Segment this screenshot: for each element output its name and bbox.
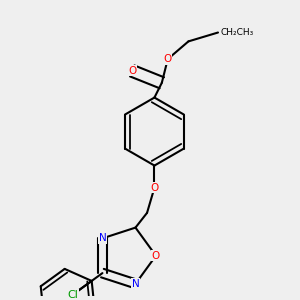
Text: Cl: Cl — [67, 290, 78, 300]
Text: N: N — [132, 279, 140, 289]
Text: CH₂CH₃: CH₂CH₃ — [221, 28, 254, 37]
Text: O: O — [150, 183, 159, 193]
Text: O: O — [128, 66, 136, 76]
Text: O: O — [152, 251, 160, 261]
Text: N: N — [99, 233, 106, 243]
Text: O: O — [164, 54, 172, 64]
